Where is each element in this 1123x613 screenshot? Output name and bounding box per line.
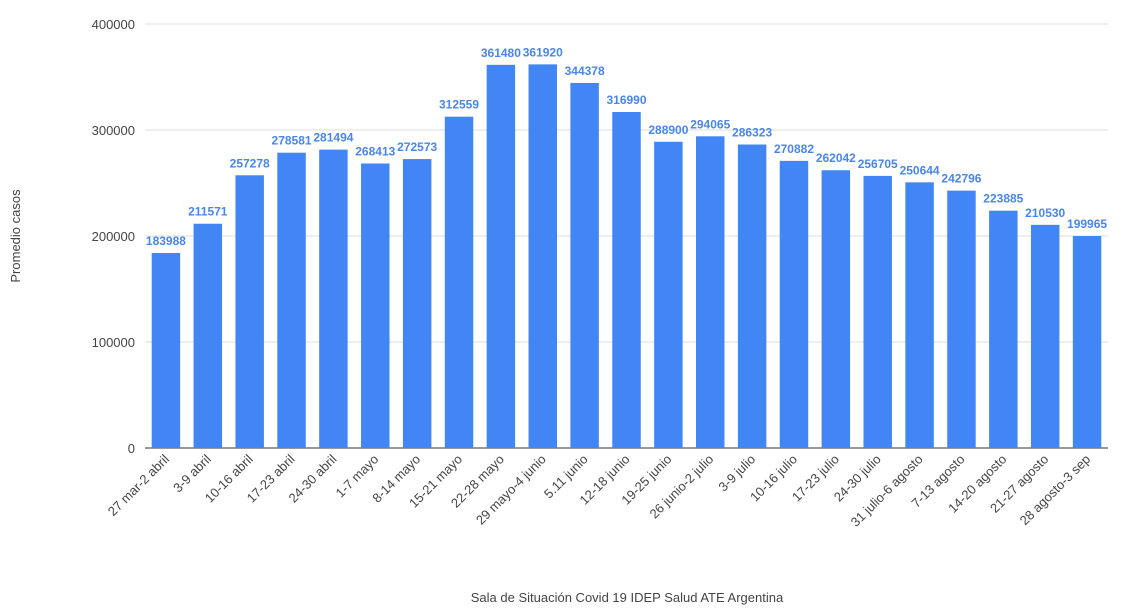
value-label: 211571 [188, 205, 228, 219]
y-tick-label: 0 [128, 441, 135, 456]
value-label: 250644 [900, 163, 940, 177]
value-label: 183988 [146, 234, 186, 248]
bar [402, 159, 432, 448]
value-label: 242796 [941, 172, 981, 186]
y-tick-label: 200000 [92, 229, 135, 244]
value-label: 278581 [272, 134, 312, 148]
value-label: 268413 [355, 144, 395, 158]
bar [151, 252, 181, 448]
value-label: 257278 [230, 156, 270, 170]
bar [570, 82, 599, 448]
bar [612, 111, 641, 448]
bar [444, 116, 474, 448]
value-label: 256705 [858, 157, 898, 171]
value-label: 312559 [439, 98, 479, 112]
x-tick-label: 31 julio-6 agosto [848, 452, 926, 530]
bar [277, 152, 306, 448]
y-axis-title: Promedio casos [8, 189, 23, 283]
value-label: 272573 [397, 140, 437, 154]
x-axis-title: Sala de Situación Covid 19 IDEP Salud AT… [471, 590, 784, 605]
value-label: 316990 [606, 93, 646, 107]
value-label: 294065 [690, 117, 730, 131]
bar [1030, 224, 1060, 448]
bar [989, 210, 1018, 448]
value-label: 286323 [732, 125, 772, 139]
value-label: 223885 [983, 192, 1023, 206]
bar [863, 175, 892, 448]
value-label: 199965 [1067, 217, 1107, 231]
bar [486, 64, 516, 448]
value-label: 344378 [565, 64, 605, 78]
bar [361, 163, 390, 448]
bar [737, 144, 767, 448]
value-label: 288900 [648, 123, 688, 137]
bar [696, 136, 725, 448]
y-tick-label: 300000 [92, 123, 135, 138]
x-tick-label: 27 mar-2 abril [105, 451, 172, 518]
bar [905, 182, 934, 448]
bar [1072, 236, 1102, 448]
value-label: 361920 [523, 45, 563, 59]
y-tick-label: 400000 [92, 17, 135, 32]
value-label: 281494 [313, 131, 353, 145]
bar [319, 149, 348, 448]
bar [235, 175, 264, 448]
bar [779, 160, 809, 448]
bar [528, 64, 557, 448]
value-label: 270882 [774, 142, 814, 156]
bar [821, 170, 851, 448]
bar [654, 141, 683, 449]
y-tick-label: 100000 [92, 335, 135, 350]
value-label: 262042 [816, 151, 856, 165]
value-label: 210530 [1025, 206, 1065, 220]
value-label: 361480 [481, 46, 521, 60]
bar [947, 190, 976, 449]
bar [193, 223, 223, 448]
